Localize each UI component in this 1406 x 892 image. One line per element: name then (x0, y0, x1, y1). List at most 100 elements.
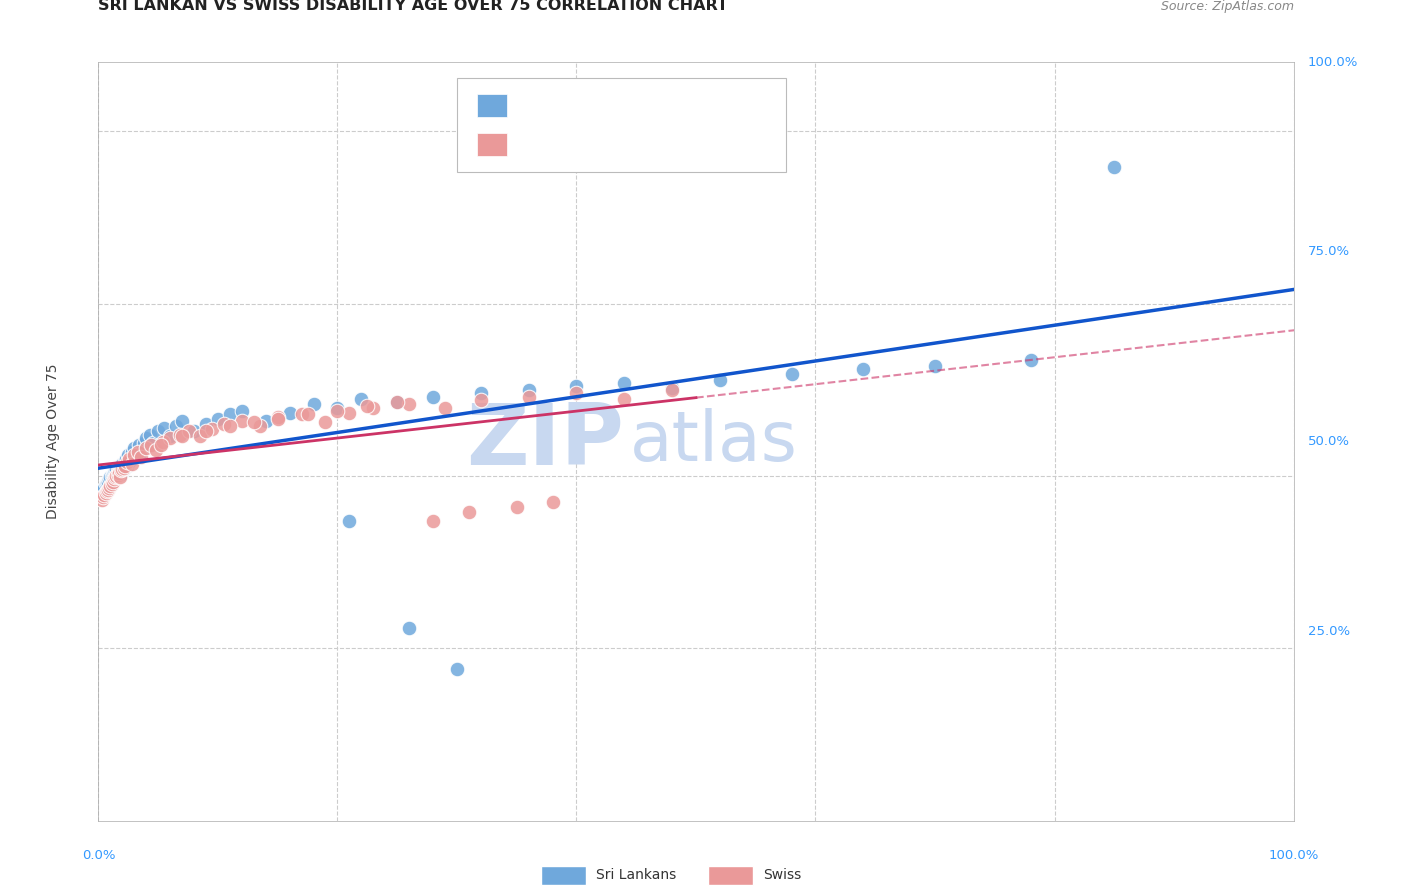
Point (363, 401, 385, 416)
Point (131, 445, 153, 459)
Point (91, 483, 114, 497)
Point (254, 414, 277, 428)
Point (470, 393, 492, 408)
Point (385, 394, 409, 409)
Text: 64: 64 (675, 136, 699, 153)
Point (96, 484, 118, 499)
Point (780, 367, 803, 381)
FancyBboxPatch shape (477, 95, 508, 117)
Point (117, 448, 139, 462)
Point (565, 386, 588, 401)
Point (315, 415, 337, 429)
Point (145, 442, 167, 457)
Point (172, 414, 194, 428)
Point (103, 466, 125, 480)
Point (350, 392, 373, 406)
Text: atlas: atlas (630, 408, 799, 475)
Point (297, 407, 319, 421)
Point (219, 419, 242, 434)
Point (114, 454, 136, 468)
Point (108, 470, 131, 484)
Text: 0.0%: 0.0% (82, 849, 115, 863)
Point (93, 488, 115, 502)
Text: ZIP: ZIP (467, 400, 624, 483)
Point (356, 399, 378, 413)
Point (91, 493, 114, 508)
Point (96, 475, 118, 490)
Point (107, 460, 129, 475)
Point (142, 436, 165, 450)
Point (135, 442, 157, 456)
Point (212, 417, 235, 432)
Point (118, 455, 141, 469)
Point (124, 448, 146, 462)
Point (100, 477, 122, 491)
Point (434, 401, 457, 416)
Point (110, 463, 132, 477)
Point (613, 376, 636, 390)
Text: 100.0%: 100.0% (1308, 56, 1358, 69)
Text: 0.377: 0.377 (561, 96, 617, 115)
Point (201, 422, 224, 436)
Point (398, 396, 420, 410)
Point (94, 477, 117, 491)
Point (91, 490, 114, 504)
Point (98, 470, 122, 484)
Point (169, 427, 191, 442)
Point (470, 386, 492, 401)
Point (139, 427, 162, 442)
Point (105, 469, 128, 483)
Text: R =: R = (520, 136, 557, 153)
Point (172, 429, 194, 443)
Point (852, 362, 875, 376)
Point (159, 429, 181, 443)
Point (302, 396, 325, 410)
Point (97, 483, 120, 497)
Point (278, 406, 301, 420)
Point (104, 470, 127, 484)
Point (924, 359, 946, 373)
Point (339, 514, 361, 528)
Text: 50.0%: 50.0% (1308, 435, 1350, 448)
Point (105, 462, 128, 476)
Text: N =: N = (636, 96, 673, 115)
Point (91, 486, 114, 500)
Text: R =: R = (520, 96, 557, 115)
Text: Disability Age Over 75: Disability Age Over 75 (46, 364, 60, 519)
Text: SRI LANKAN VS SWISS DISABILITY AGE OVER 75 CORRELATION CHART: SRI LANKAN VS SWISS DISABILITY AGE OVER … (98, 0, 728, 13)
Point (326, 403, 349, 417)
Point (149, 438, 172, 452)
Point (207, 412, 229, 426)
Point (506, 500, 529, 514)
Point (458, 505, 481, 519)
Point (98, 482, 121, 496)
Text: Swiss: Swiss (763, 868, 801, 882)
Point (1019, 353, 1042, 368)
Text: Source: ZipAtlas.com: Source: ZipAtlas.com (1160, 0, 1294, 13)
Point (565, 379, 588, 393)
Point (121, 445, 143, 459)
Point (100, 469, 122, 483)
FancyBboxPatch shape (457, 78, 786, 172)
Point (111, 462, 134, 476)
Text: 75.0%: 75.0% (1308, 245, 1350, 259)
FancyBboxPatch shape (709, 866, 754, 885)
Point (139, 438, 162, 452)
Point (107, 463, 129, 477)
Point (104, 464, 127, 478)
Point (94, 486, 117, 500)
Point (267, 412, 290, 426)
Text: 100.0%: 100.0% (1268, 849, 1319, 863)
Point (661, 383, 683, 397)
Point (121, 457, 143, 471)
Point (249, 419, 271, 434)
Point (93, 481, 115, 495)
Point (115, 451, 138, 466)
Point (291, 407, 314, 421)
Point (98, 479, 122, 493)
Point (159, 431, 181, 445)
Point (107, 467, 129, 482)
Point (398, 621, 420, 635)
Point (231, 414, 253, 428)
Point (219, 407, 242, 421)
